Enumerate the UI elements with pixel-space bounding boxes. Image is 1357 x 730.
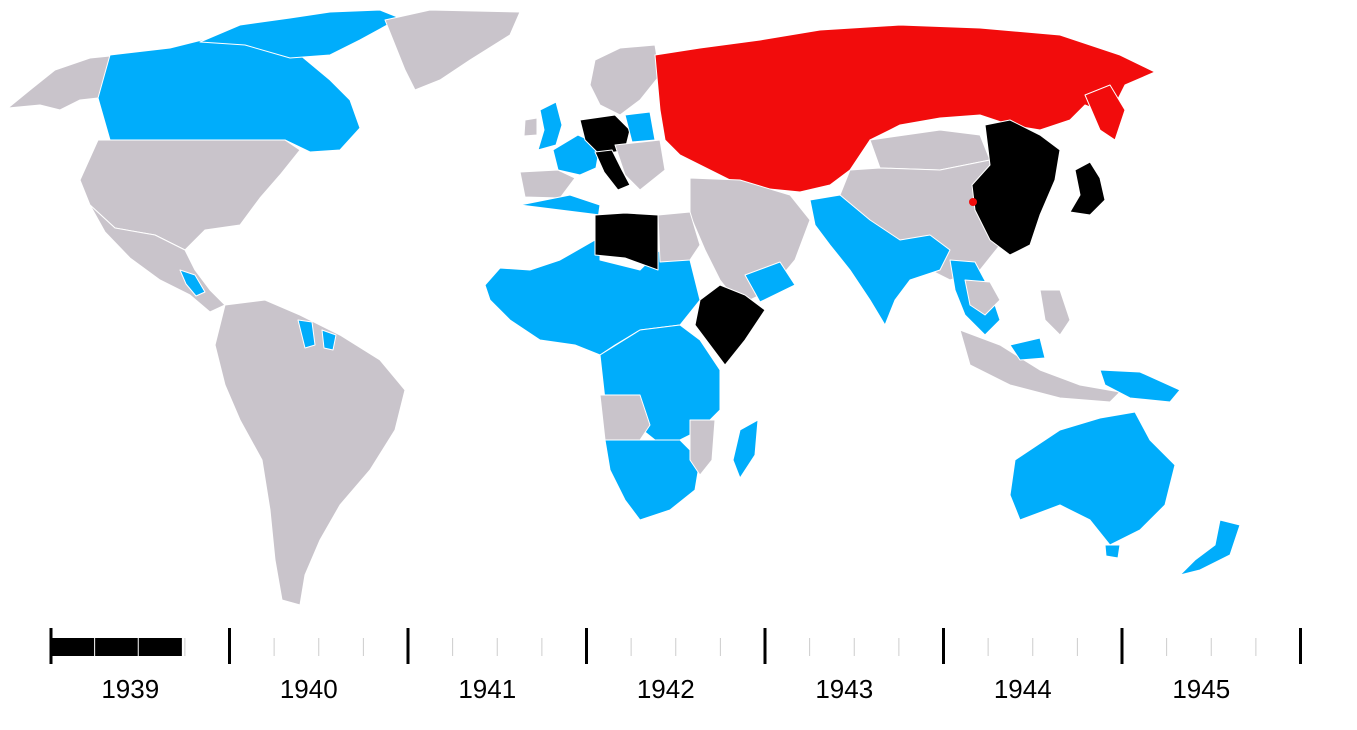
progress-bar	[51, 638, 182, 656]
poland	[624, 111, 656, 143]
arabia-south-allied	[744, 261, 796, 303]
egypt-neutral	[657, 211, 701, 263]
iberia	[519, 169, 576, 199]
southern-africa-allied	[604, 439, 701, 521]
south-america	[214, 299, 406, 606]
australia	[1009, 411, 1176, 546]
manchuria-korea-japanese-held	[971, 119, 1061, 256]
indochina-neutral	[964, 279, 1001, 316]
japan	[1069, 161, 1106, 216]
timeline: 1939 1940 1941 1942 1943 1944 1945	[0, 620, 1357, 725]
new-guinea	[1099, 369, 1181, 403]
year-label-1939: 1939	[101, 674, 160, 704]
soviet-enclave-dot	[969, 198, 977, 206]
madagascar	[732, 419, 759, 479]
mozambique-neutral	[689, 419, 716, 476]
philippines	[1039, 289, 1071, 336]
year-label-1941: 1941	[458, 674, 517, 704]
guianas	[297, 319, 337, 351]
uk	[537, 101, 563, 151]
india	[809, 194, 951, 326]
ireland	[523, 117, 538, 137]
scandinavia	[589, 44, 661, 116]
kamchatka	[1084, 84, 1126, 141]
world-map	[7, 9, 1241, 606]
year-label-1945: 1945	[1172, 674, 1231, 704]
ethiopia-somalia	[694, 284, 766, 366]
timeline-axis	[49, 628, 1302, 664]
libya	[594, 212, 659, 271]
italy	[594, 149, 631, 191]
year-label-1940: 1940	[279, 674, 338, 704]
year-label-1942: 1942	[636, 674, 695, 704]
central-america-allied	[179, 269, 206, 297]
greenland	[384, 9, 521, 91]
angola-neutral	[599, 394, 651, 441]
year-label-1944: 1944	[993, 674, 1052, 704]
year-label-1943: 1943	[815, 674, 874, 704]
borneo-allied	[1009, 337, 1046, 361]
new-zealand	[1179, 519, 1241, 576]
central-europe	[614, 139, 666, 191]
tasmania	[1104, 544, 1121, 559]
